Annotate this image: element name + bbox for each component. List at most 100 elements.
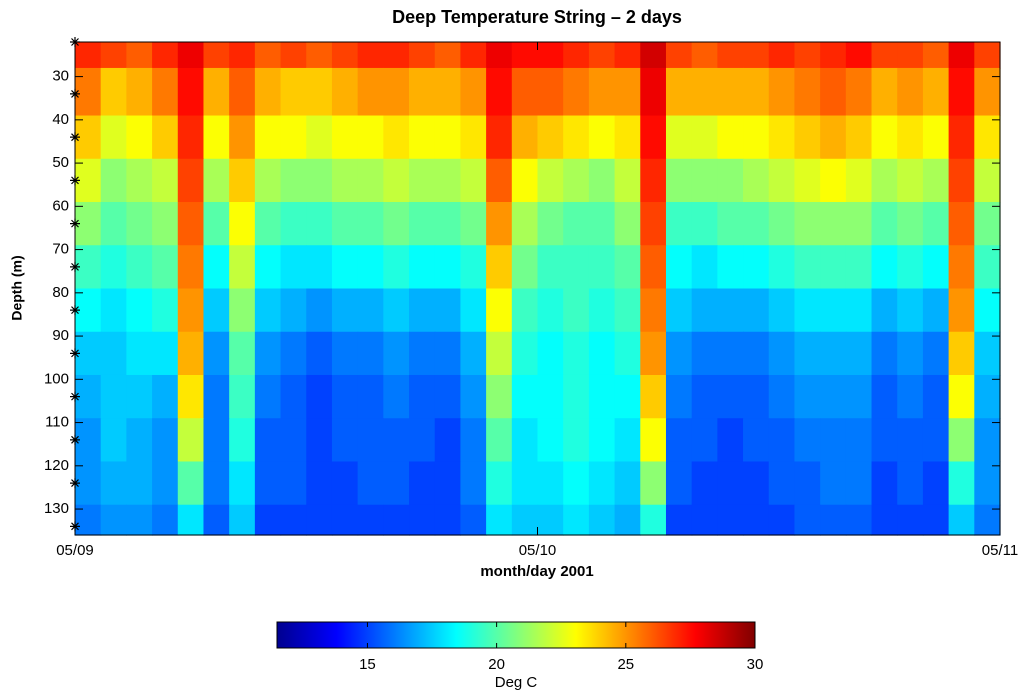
heat-cell [434,245,462,290]
heat-cell [794,245,821,290]
heat-cell [845,418,873,463]
heat-cell [229,158,256,203]
heat-cell [460,158,487,203]
heat-cell [922,418,950,463]
heat-cell [794,288,821,333]
heat-cell [563,374,590,419]
heat-cell [126,504,153,536]
heat-cell [845,461,873,506]
y-tick-label: 50 [52,154,69,171]
heat-cell [948,418,975,463]
heat-cell [922,115,950,160]
heat-cell [460,202,487,246]
heat-cell [331,42,359,69]
heat-cell [434,115,462,160]
heat-cell [460,331,487,376]
heat-cell [152,202,179,246]
heat-cell [820,115,847,160]
x-tick-label: 05/11 [982,542,1018,559]
heat-cell [511,42,539,69]
heat-cell [383,158,410,203]
heat-cell [665,461,693,506]
heat-cell [820,67,847,117]
heat-cell [640,331,667,376]
heat-cell [614,374,641,419]
heat-cell [100,418,127,463]
heat-cell [306,418,333,463]
colorbar-tick-label: 30 [747,656,764,673]
heat-cell [511,331,539,376]
heat-cell [177,374,205,419]
heat-cell [588,504,616,536]
heat-cell [537,288,564,333]
heat-cell [75,67,102,117]
heat-cell [280,158,307,203]
heat-cell [229,115,256,160]
y-tick-label: 60 [52,197,69,214]
heat-cell [922,461,950,506]
heat-cell [537,115,564,160]
heat-cell [717,42,744,69]
heat-cell [897,461,924,506]
heat-cell [203,115,230,160]
heat-cell [203,158,230,203]
heat-cell [717,504,744,536]
heat-cell [280,288,307,333]
heat-cell [537,42,564,69]
heat-cell [126,288,153,333]
heat-cell [897,42,924,69]
heat-cell [177,115,205,160]
heat-cell [331,331,359,376]
heat-cell [845,245,873,290]
heat-cell [229,331,256,376]
heat-cell [768,115,796,160]
heat-cell [100,461,127,506]
chart-title: Deep Temperature String – 2 days [392,7,682,27]
heat-cell [768,202,796,246]
heat-cell [922,374,950,419]
heat-cell [794,202,821,246]
y-tick-label: 120 [44,457,69,474]
heat-cell [434,158,462,203]
heat-cell [640,245,667,290]
heat-cell [665,418,693,463]
heat-cell [794,504,821,536]
heat-cell [331,245,359,290]
heat-cell [665,202,693,246]
heat-cell [974,245,1001,290]
heat-cell [254,67,282,117]
heat-cell [588,67,616,117]
heat-cell [588,115,616,160]
heat-cell [794,461,821,506]
heat-cell [845,115,873,160]
heat-cell [665,67,693,117]
heat-cell [306,42,333,69]
heat-cell [254,461,282,506]
heat-cell [357,202,384,246]
heat-cell [434,42,462,69]
heat-cell [948,374,975,419]
heat-cell [537,67,564,117]
y-axis-label: Depth (m) [9,255,25,320]
heat-cell [794,42,821,69]
heat-cell [691,245,718,290]
heat-cell [563,158,590,203]
heat-cell [254,42,282,69]
heat-cell [922,158,950,203]
heat-cell [383,115,410,160]
heat-cell [511,504,539,536]
heat-cell [126,115,153,160]
heat-cell [177,331,205,376]
heat-cell [383,202,410,246]
heat-cell [100,115,127,160]
heat-cell [640,504,667,536]
heat-cell [383,418,410,463]
colorbar-tick-label: 20 [488,656,505,673]
y-tick-label: 40 [52,111,69,128]
heat-cell [383,461,410,506]
heat-cell [331,374,359,419]
heat-cell [331,418,359,463]
heat-cell [743,461,770,506]
heat-cell [229,504,256,536]
heat-cell [331,115,359,160]
